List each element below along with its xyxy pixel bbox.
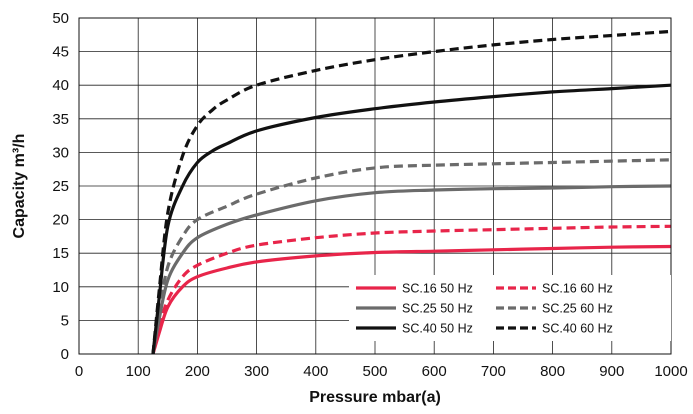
series-line-sc-16-60-hz: [151, 224, 672, 355]
y-tick-label: 30: [52, 144, 69, 161]
legend-entry-label: SC.25 60 Hz: [542, 302, 613, 316]
x-tick-label: 0: [75, 363, 83, 380]
series-line-sc-25-60-hz: [151, 158, 672, 355]
y-tick-label: 40: [52, 77, 69, 94]
y-tick-label: 0: [61, 346, 69, 363]
plot-border: [78, 17, 672, 355]
series-line-sc-25-50-hz: [151, 184, 672, 355]
x-tick-label: 800: [540, 363, 565, 380]
legend-entry-label: SC.16 50 Hz: [402, 282, 473, 296]
x-axis-label: Pressure mbar(a): [309, 389, 441, 406]
series-line-sc-40-50-hz: [151, 83, 672, 355]
y-tick-label: 5: [61, 312, 69, 329]
x-tick-label: 200: [185, 363, 210, 380]
legend: SC.16 50 Hz SC.16 60 Hz SC.25 50 Hz SC.25 6…: [349, 275, 671, 341]
legend-entry-label: SC.40 50 Hz: [402, 322, 473, 336]
y-tick-label: 25: [52, 178, 69, 195]
series-line-sc-40-60-hz: [151, 29, 672, 355]
series-line-sc-16-50-hz: [151, 244, 672, 355]
y-tick-label: 35: [52, 111, 69, 128]
x-tick-label: 700: [481, 363, 506, 380]
legend-entry-label: SC.16 60 Hz: [542, 282, 613, 296]
x-tick-label: 400: [303, 363, 328, 380]
y-axis-ticks: 0 5 10 15 20 25 30 35 40 45 50: [52, 10, 69, 363]
x-tick-label: 900: [599, 363, 624, 380]
x-tick-label: 600: [422, 363, 447, 380]
series-lines: [151, 29, 672, 355]
y-tick-label: 45: [52, 44, 69, 61]
x-tick-label: 500: [362, 363, 387, 380]
y-tick-label: 15: [52, 245, 69, 262]
x-tick-label: 100: [126, 363, 151, 380]
x-tick-label: 1000: [654, 363, 687, 380]
y-tick-label: 50: [52, 10, 69, 27]
y-tick-label: 20: [52, 212, 69, 229]
y-tick-label: 10: [52, 279, 69, 296]
legend-entry-label: SC.25 50 Hz: [402, 302, 473, 316]
x-axis-ticks: 0 100 200 300 400 500 600 700 800 900 1000: [75, 363, 688, 380]
x-tick-label: 300: [244, 363, 269, 380]
legend-entry-label: SC.40 60 Hz: [542, 322, 613, 336]
y-axis-label: Capacity m³/h: [11, 134, 28, 239]
